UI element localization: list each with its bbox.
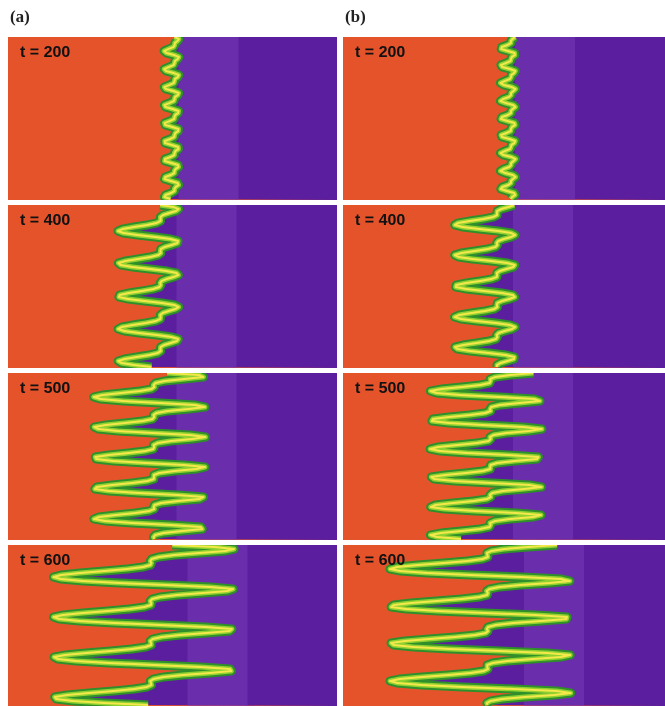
time-label: t = 400 xyxy=(355,212,405,229)
shade xyxy=(177,205,237,368)
shade xyxy=(515,37,575,200)
time-label: t = 500 xyxy=(355,380,405,397)
time-label: t = 200 xyxy=(20,44,70,61)
panel xyxy=(8,205,337,368)
time-label: t = 400 xyxy=(20,212,70,229)
shade xyxy=(177,373,237,540)
panel-label: (a) xyxy=(10,7,30,26)
panel-label: (b) xyxy=(345,7,366,26)
figure: (a) (b) t = 200 t = 400 t = 500 t = 600 t = … xyxy=(0,0,665,706)
panel xyxy=(343,373,665,540)
panel xyxy=(8,373,337,540)
time-label: t = 600 xyxy=(20,552,70,569)
panel xyxy=(8,37,337,200)
time-label: t = 600 xyxy=(355,552,405,569)
time-label: t = 200 xyxy=(355,44,405,61)
shade xyxy=(179,37,239,200)
time-label: t = 500 xyxy=(20,380,70,397)
panel xyxy=(343,37,665,200)
panel xyxy=(343,205,665,368)
shade xyxy=(513,205,573,368)
